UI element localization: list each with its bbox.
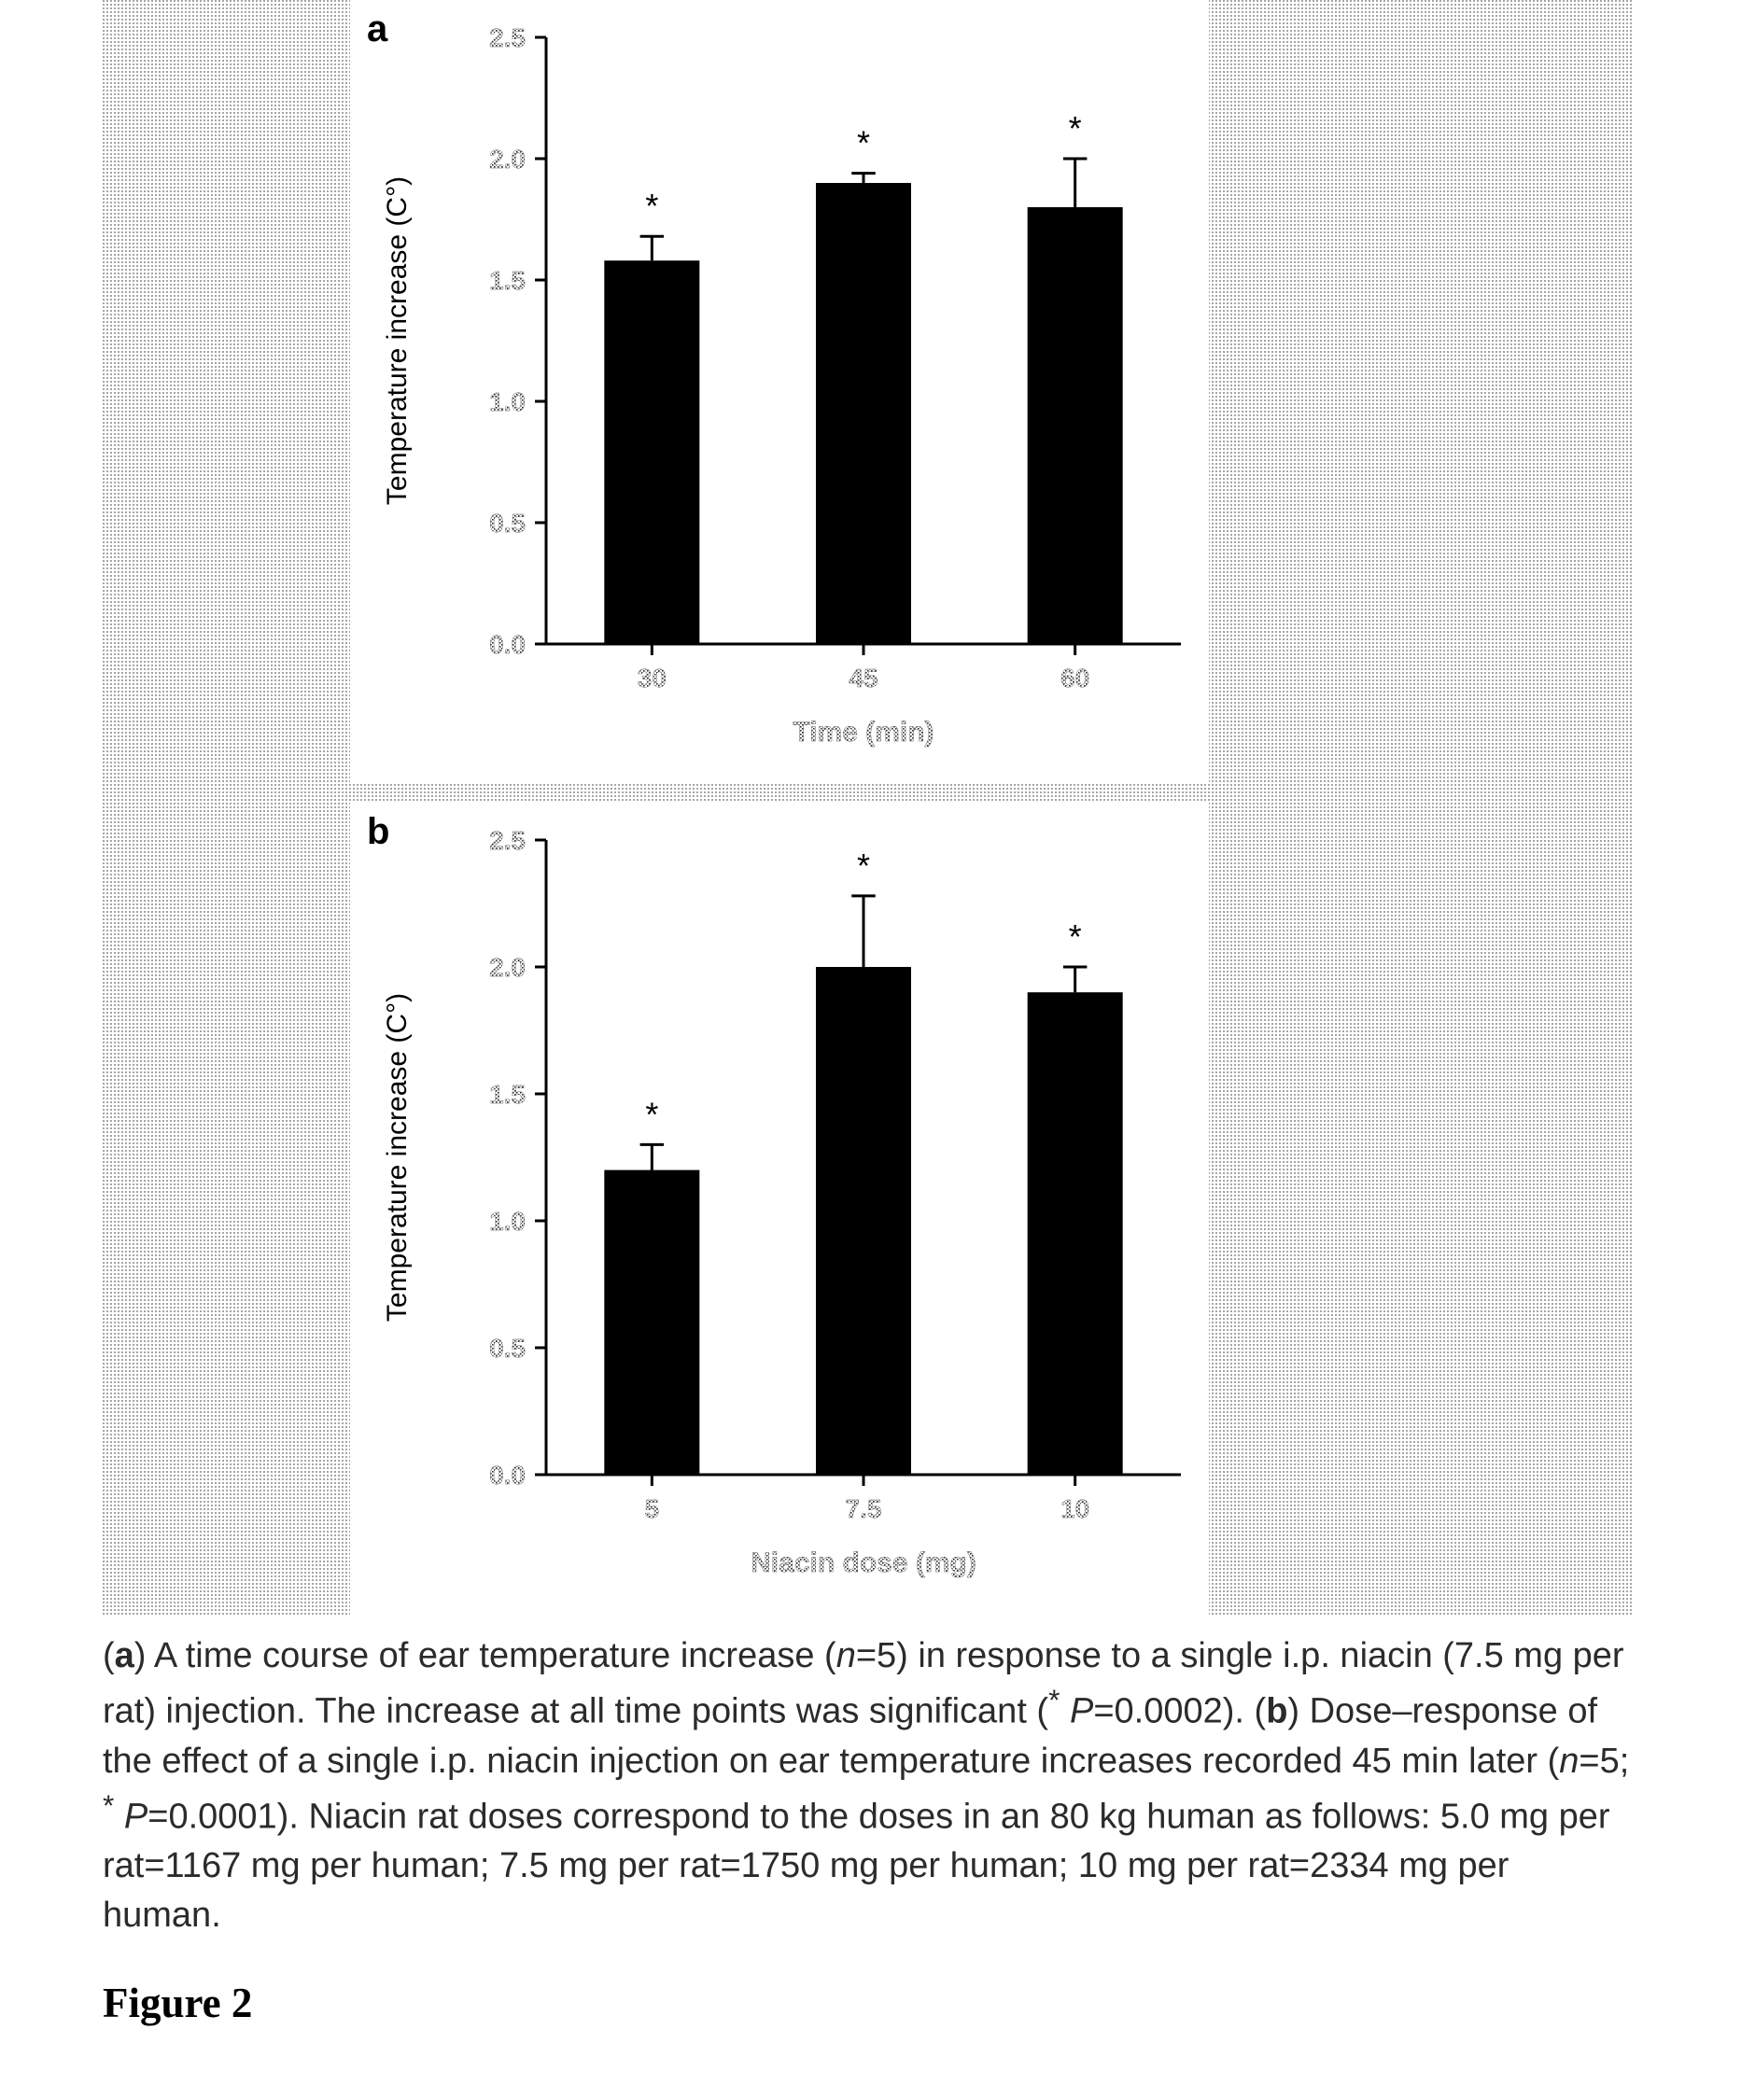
svg-text:*: * [645,187,658,225]
svg-text:0.5: 0.5 [489,1334,526,1363]
svg-text:Temperature increase (C°): Temperature increase (C°) [382,176,413,505]
svg-text:*: * [857,124,870,162]
svg-text:45: 45 [849,664,878,693]
svg-text:*: * [645,1095,658,1133]
chart-panel-a: 0.0 0.5 1.0 1.5 2.0 2.5 * 30 * 45 * 60 Time (min) Tem… [350,0,1209,784]
svg-text:*: * [1069,109,1082,147]
svg-text:b: b [367,811,389,852]
svg-text:2.5: 2.5 [489,23,526,52]
figure-label: Figure 2 [103,1979,252,2027]
svg-text:5: 5 [645,1494,660,1523]
figure-caption: (a) A time course of ear temperature inc… [103,1631,1634,1939]
svg-text:Temperature increase (C°): Temperature increase (C°) [382,993,413,1322]
chart-b-svg: 0.0 0.5 1.0 1.5 2.0 2.5 * 5 * 7.5 * 10 Niacin dose (… [350,803,1209,1615]
svg-text:7.5: 7.5 [846,1494,882,1523]
svg-text:1.5: 1.5 [489,1080,526,1109]
svg-text:2.0: 2.0 [489,953,526,982]
svg-text:2.5: 2.5 [489,826,526,855]
svg-text:30: 30 [638,664,667,693]
svg-text:0.0: 0.0 [489,1461,526,1490]
svg-text:1.5: 1.5 [489,266,526,295]
chart-panel-b: 0.0 0.5 1.0 1.5 2.0 2.5 * 5 * 7.5 * 10 Niacin dose (… [350,803,1209,1615]
svg-text:a: a [367,8,388,49]
svg-text:Niacin dose (mg): Niacin dose (mg) [751,1547,976,1578]
svg-text:2.0: 2.0 [489,145,526,174]
svg-text:1.0: 1.0 [489,1207,526,1236]
svg-text:0.5: 0.5 [489,509,526,538]
svg-text:0.0: 0.0 [489,630,526,659]
svg-text:*: * [857,847,870,885]
svg-text:10: 10 [1060,1494,1089,1523]
chart-a-svg: 0.0 0.5 1.0 1.5 2.0 2.5 * 30 * 45 * 60 Time (min) Tem… [350,0,1209,784]
svg-text:Time (min): Time (min) [793,717,934,748]
svg-text:60: 60 [1060,664,1089,693]
svg-text:*: * [1069,917,1082,956]
svg-text:1.0: 1.0 [489,387,526,416]
page: 0.0 0.5 1.0 1.5 2.0 2.5 * 30 * 45 * 60 Time (min) Tem… [0,0,1741,2100]
